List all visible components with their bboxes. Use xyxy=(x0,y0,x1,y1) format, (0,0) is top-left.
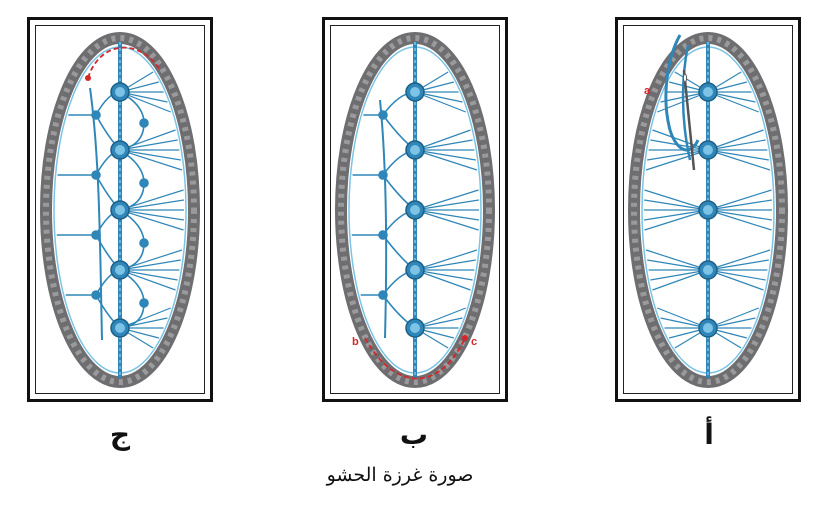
panel-a-illustration: a xyxy=(628,32,788,388)
panel-b: b c xyxy=(322,17,508,402)
mesh-knot xyxy=(91,290,101,300)
panel-a-frame xyxy=(623,25,793,394)
panel-a-label: أ xyxy=(704,418,714,451)
figure-caption: صورة غرزة الحشو xyxy=(326,464,474,486)
mesh-knot xyxy=(139,298,149,308)
mesh-knot xyxy=(139,238,149,248)
panel-b-label: ب xyxy=(399,418,429,451)
panel-c-frame xyxy=(35,25,205,394)
panel-c-red-path xyxy=(87,46,161,79)
panel-c-label: ج xyxy=(109,418,131,451)
panel-b-red-path xyxy=(364,337,466,380)
panel-b-frame xyxy=(330,25,500,394)
marker-b: b xyxy=(352,336,359,348)
panel-c xyxy=(27,17,213,402)
marker-a: a xyxy=(644,85,651,97)
panel-c-illustration xyxy=(40,32,200,388)
marker-c: c xyxy=(471,336,477,348)
panel-b-left-thread xyxy=(379,99,388,339)
panel-c-left-thread xyxy=(89,87,103,341)
panel-b-illustration: b c xyxy=(335,32,495,388)
needle-icon xyxy=(664,34,700,171)
mesh-knot xyxy=(139,178,149,188)
panel-a: a xyxy=(615,17,801,402)
mesh-knot xyxy=(139,118,149,128)
mesh-knot xyxy=(91,170,101,180)
